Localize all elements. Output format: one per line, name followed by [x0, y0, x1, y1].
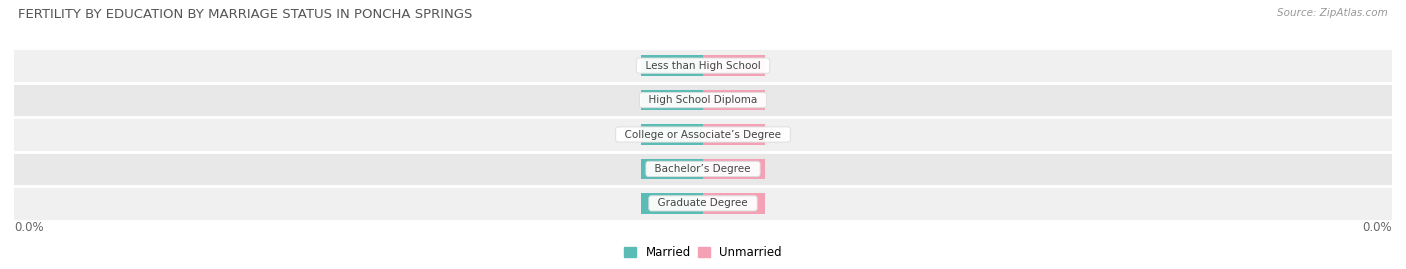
Text: 0.0%: 0.0% — [1362, 221, 1392, 233]
Bar — [641, 124, 703, 145]
Text: 0.0%: 0.0% — [720, 95, 748, 105]
Text: 0.0%: 0.0% — [720, 129, 748, 140]
Text: FERTILITY BY EDUCATION BY MARRIAGE STATUS IN PONCHA SPRINGS: FERTILITY BY EDUCATION BY MARRIAGE STATU… — [18, 8, 472, 21]
Text: 0.0%: 0.0% — [658, 164, 686, 174]
Text: Graduate Degree: Graduate Degree — [651, 198, 755, 208]
Bar — [641, 55, 703, 76]
Text: Less than High School: Less than High School — [638, 61, 768, 71]
Text: Bachelor’s Degree: Bachelor’s Degree — [648, 164, 758, 174]
Text: 0.0%: 0.0% — [658, 198, 686, 208]
Text: Source: ZipAtlas.com: Source: ZipAtlas.com — [1277, 8, 1388, 18]
Bar — [14, 48, 1392, 83]
Bar — [703, 193, 765, 214]
Text: High School Diploma: High School Diploma — [643, 95, 763, 105]
Bar — [703, 90, 765, 110]
Legend: Married, Unmarried: Married, Unmarried — [620, 243, 786, 263]
Text: 0.0%: 0.0% — [720, 198, 748, 208]
Bar — [14, 83, 1392, 117]
Text: 0.0%: 0.0% — [720, 61, 748, 71]
Bar — [703, 159, 765, 179]
Bar — [641, 90, 703, 110]
Text: 0.0%: 0.0% — [14, 221, 44, 233]
Bar — [703, 124, 765, 145]
Bar — [703, 55, 765, 76]
Bar — [641, 193, 703, 214]
Bar — [14, 186, 1392, 221]
Text: 0.0%: 0.0% — [658, 129, 686, 140]
Bar — [14, 152, 1392, 186]
Text: 0.0%: 0.0% — [720, 164, 748, 174]
Text: 0.0%: 0.0% — [658, 95, 686, 105]
Bar — [14, 117, 1392, 152]
Text: College or Associate’s Degree: College or Associate’s Degree — [619, 129, 787, 140]
Text: 0.0%: 0.0% — [658, 61, 686, 71]
Bar — [641, 159, 703, 179]
